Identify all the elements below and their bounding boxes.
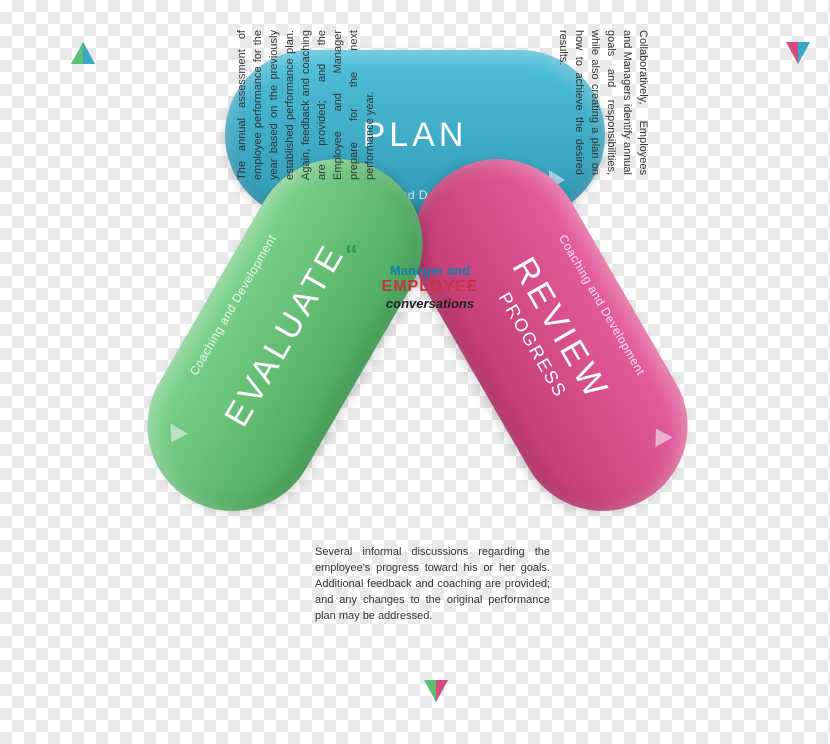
open-quote-icon: “ xyxy=(345,245,515,263)
center-line-2: EMPLOYEE xyxy=(345,278,515,296)
arrow-evaluate xyxy=(162,424,187,448)
segment-evaluate-title: EVALUATE xyxy=(217,237,353,434)
center-line-3: conversations xyxy=(345,296,515,311)
segment-review: REVIEW PROGRESS Coaching and Development xyxy=(381,128,718,542)
center-line-1: Manager and xyxy=(345,263,515,278)
caption-plan: Collaboratively, Employees and Managers … xyxy=(554,30,650,175)
infographic-stage: PLAN Coaching and Development REVIEW PRO… xyxy=(0,0,830,744)
caption-review: Several informal discussions regarding t… xyxy=(315,545,550,625)
segment-evaluate: EVALUATE Coaching and Development xyxy=(116,128,453,542)
close-quote-icon: ” xyxy=(345,311,515,329)
arrow-review xyxy=(647,424,672,448)
caption-evaluate: The annual assessment of employee perfor… xyxy=(235,30,378,180)
center-caption: “ Manager and EMPLOYEE conversations ” xyxy=(345,245,515,329)
